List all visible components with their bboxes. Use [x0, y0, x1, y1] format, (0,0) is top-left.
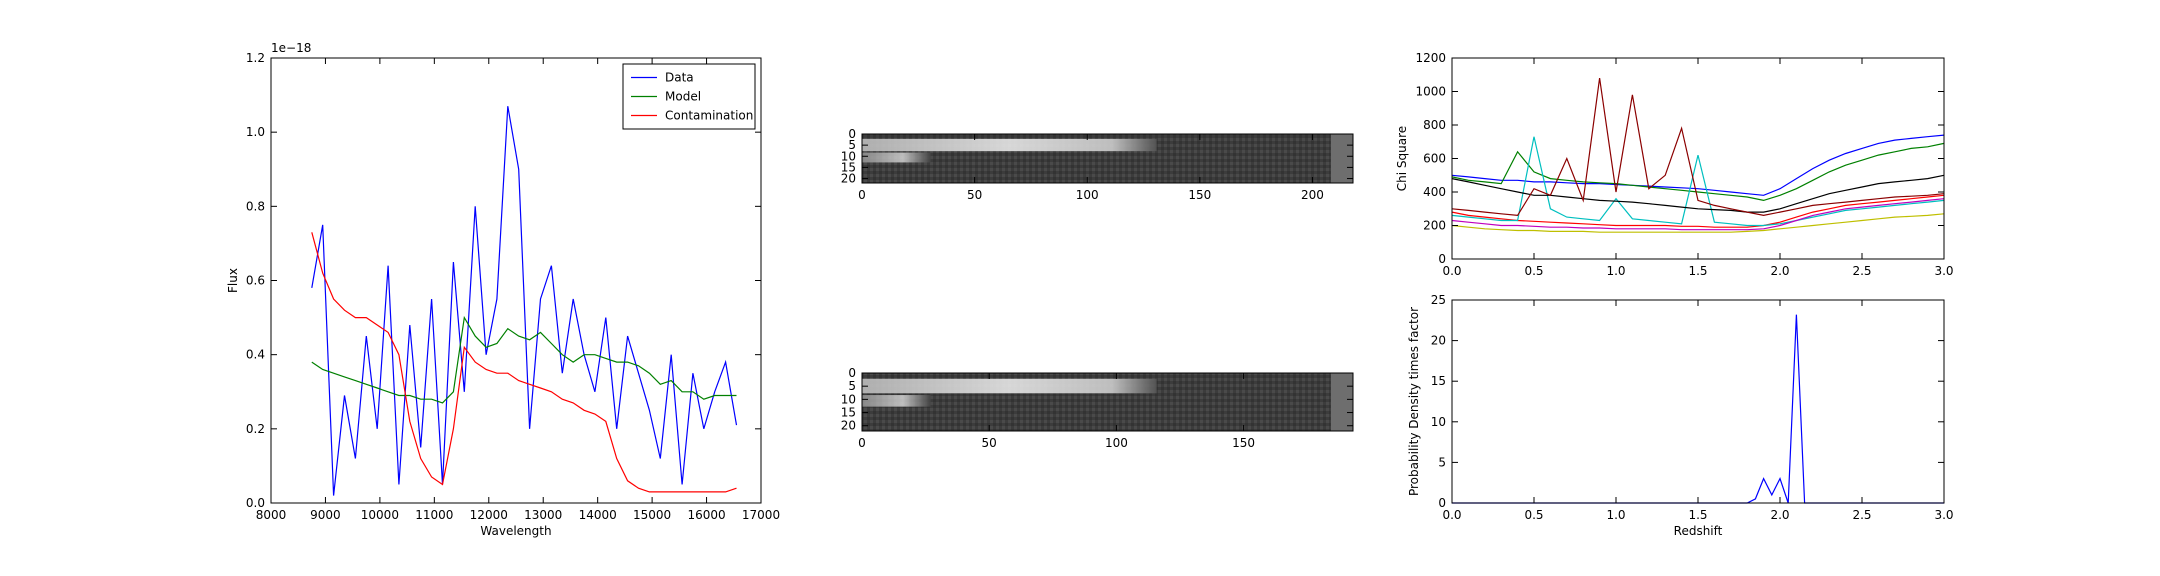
x-tick-label: 2.5	[1852, 508, 1871, 522]
y-tick-label: 1000	[1415, 85, 1446, 99]
y-tick-label: 20	[841, 172, 856, 186]
y-offset-label: 1e−18	[271, 41, 311, 55]
legend-label: Model	[665, 90, 701, 104]
series-line	[311, 315, 737, 404]
x-tick-label: 0.0	[1442, 508, 1461, 522]
y-tick-label: 25	[1431, 293, 1446, 307]
series-line	[1451, 142, 1945, 202]
axes-frame	[861, 133, 1354, 184]
x-tick-label: 50	[982, 436, 997, 450]
y-tick-label: 1.2	[246, 51, 265, 65]
axes-frame	[1451, 57, 1945, 260]
x-tick-label: 16000	[687, 508, 725, 522]
x-tick-label: 1.0	[1606, 264, 1625, 278]
series-line	[311, 232, 737, 493]
series-line	[1451, 174, 1945, 213]
image-edge	[1330, 373, 1353, 431]
x-tick-label: 0.0	[1442, 264, 1461, 278]
y-tick-label: 0.0	[246, 496, 265, 510]
y-tick-label: 10	[1431, 415, 1446, 429]
y-axis-label: Flux	[226, 268, 240, 293]
x-tick-label: 150	[1232, 436, 1255, 450]
x-tick-label: 50	[967, 188, 982, 202]
y-tick-label: 0	[1438, 496, 1446, 510]
y-tick-label: 0	[1438, 252, 1446, 266]
y-tick-label: 15	[841, 406, 856, 420]
legend-label: Data	[665, 71, 694, 85]
y-tick-label: 15	[841, 160, 856, 174]
y-tick-label: 5	[1438, 455, 1446, 469]
x-tick-label: 0.5	[1524, 508, 1543, 522]
x-tick-label: 100	[1076, 188, 1099, 202]
y-tick-label: 400	[1423, 185, 1446, 199]
x-tick-label: 2.5	[1852, 264, 1871, 278]
x-tick-label: 2.0	[1770, 264, 1789, 278]
y-tick-label: 600	[1423, 152, 1446, 166]
axes-frame	[1451, 299, 1945, 504]
series-line	[1451, 136, 1945, 227]
series-line	[1452, 314, 1944, 504]
y-tick-label: 0.2	[246, 422, 265, 436]
x-tick-label: 8000	[256, 508, 287, 522]
x-tick-label: 11000	[415, 508, 453, 522]
x-tick-label: 100	[1105, 436, 1128, 450]
x-axis-label: Redshift	[1674, 524, 1723, 538]
image-band	[862, 138, 1157, 152]
legend: Data Model Contamination	[622, 63, 756, 130]
image-band	[862, 378, 1157, 394]
series-line	[1451, 194, 1945, 228]
x-tick-label: 200	[1301, 188, 1324, 202]
y-axis-label: Probability Density times factor	[1407, 307, 1421, 496]
y-tick-label: 5	[848, 138, 856, 152]
x-tick-label: 150	[1188, 188, 1211, 202]
y-tick-label: 1.0	[246, 125, 265, 139]
x-tick-label: 15000	[633, 508, 671, 522]
legend-label: Contamination	[665, 109, 753, 123]
y-tick-label: 1200	[1415, 51, 1446, 65]
y-tick-label: 200	[1423, 219, 1446, 233]
y-tick-label: 800	[1423, 118, 1446, 132]
y-tick-label: 20	[1431, 334, 1446, 348]
y-tick-label: 0	[848, 366, 856, 380]
image-blob	[862, 152, 931, 163]
y-tick-label: 5	[848, 379, 856, 393]
x-tick-label: 1.5	[1688, 508, 1707, 522]
y-tick-label: 10	[841, 392, 856, 406]
y-tick-label: 10	[841, 149, 856, 163]
x-tick-label: 3.0	[1934, 508, 1953, 522]
series-line	[1451, 78, 1945, 217]
y-tick-label: 0.6	[246, 274, 265, 288]
y-tick-label: 15	[1431, 374, 1446, 388]
x-tick-label: 14000	[579, 508, 617, 522]
x-tick-label: 0	[858, 436, 866, 450]
x-tick-label: 0	[858, 188, 866, 202]
series-line	[1451, 198, 1945, 231]
y-tick-label: 20	[841, 419, 856, 433]
y-axis-label: Chi Square	[1395, 126, 1409, 191]
image-blob	[862, 395, 931, 407]
x-tick-label: 10000	[361, 508, 399, 522]
x-tick-label: 1.5	[1688, 264, 1707, 278]
y-tick-label: 0.8	[246, 199, 265, 213]
legend-box	[622, 63, 756, 130]
series-line	[1451, 134, 1945, 196]
x-tick-label: 1.0	[1606, 508, 1625, 522]
x-tick-label: 12000	[470, 508, 508, 522]
series-line	[1451, 213, 1945, 233]
x-tick-label: 3.0	[1934, 264, 1953, 278]
x-axis-label: Wavelength	[480, 524, 551, 538]
x-tick-label: 2.0	[1770, 508, 1789, 522]
x-tick-label: 0.5	[1524, 264, 1543, 278]
image-edge	[1330, 134, 1353, 183]
y-tick-label: 0	[848, 127, 856, 141]
series-line	[311, 106, 738, 496]
axes-frame	[861, 372, 1354, 432]
x-tick-label: 17000	[742, 508, 780, 522]
x-tick-label: 13000	[524, 508, 562, 522]
x-tick-label: 9000	[310, 508, 341, 522]
y-tick-label: 0.4	[246, 348, 265, 362]
